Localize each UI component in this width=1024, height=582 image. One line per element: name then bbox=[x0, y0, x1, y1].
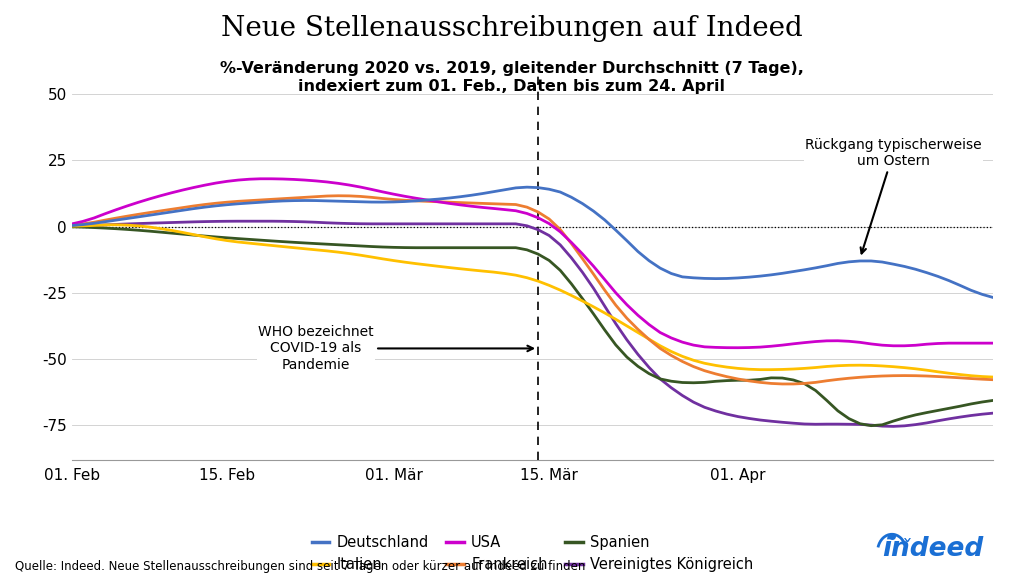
Text: Neue Stellenausschreibungen auf Indeed: Neue Stellenausschreibungen auf Indeed bbox=[221, 15, 803, 41]
Legend: Deutschland, Italien, USA, Frankreich, Spanien, Vereinigtes Königreich: Deutschland, Italien, USA, Frankreich, S… bbox=[306, 529, 759, 578]
Text: WHO bezeichnet
COVID-19 als
Pandemie: WHO bezeichnet COVID-19 als Pandemie bbox=[258, 325, 532, 372]
Text: indeed: indeed bbox=[882, 535, 983, 562]
Text: %-Veränderung 2020 vs. 2019, gleitender Durchschnitt (7 Tage),
indexiert zum 01.: %-Veränderung 2020 vs. 2019, gleitender … bbox=[220, 61, 804, 94]
Text: Quelle: Indeed. Neue Stellenausschreibungen sind seit 7 Tagen oder kürzer auf In: Quelle: Indeed. Neue Stellenausschreibun… bbox=[15, 560, 586, 573]
Text: Rückgang typischerweise
um Ostern: Rückgang typischerweise um Ostern bbox=[805, 138, 982, 253]
